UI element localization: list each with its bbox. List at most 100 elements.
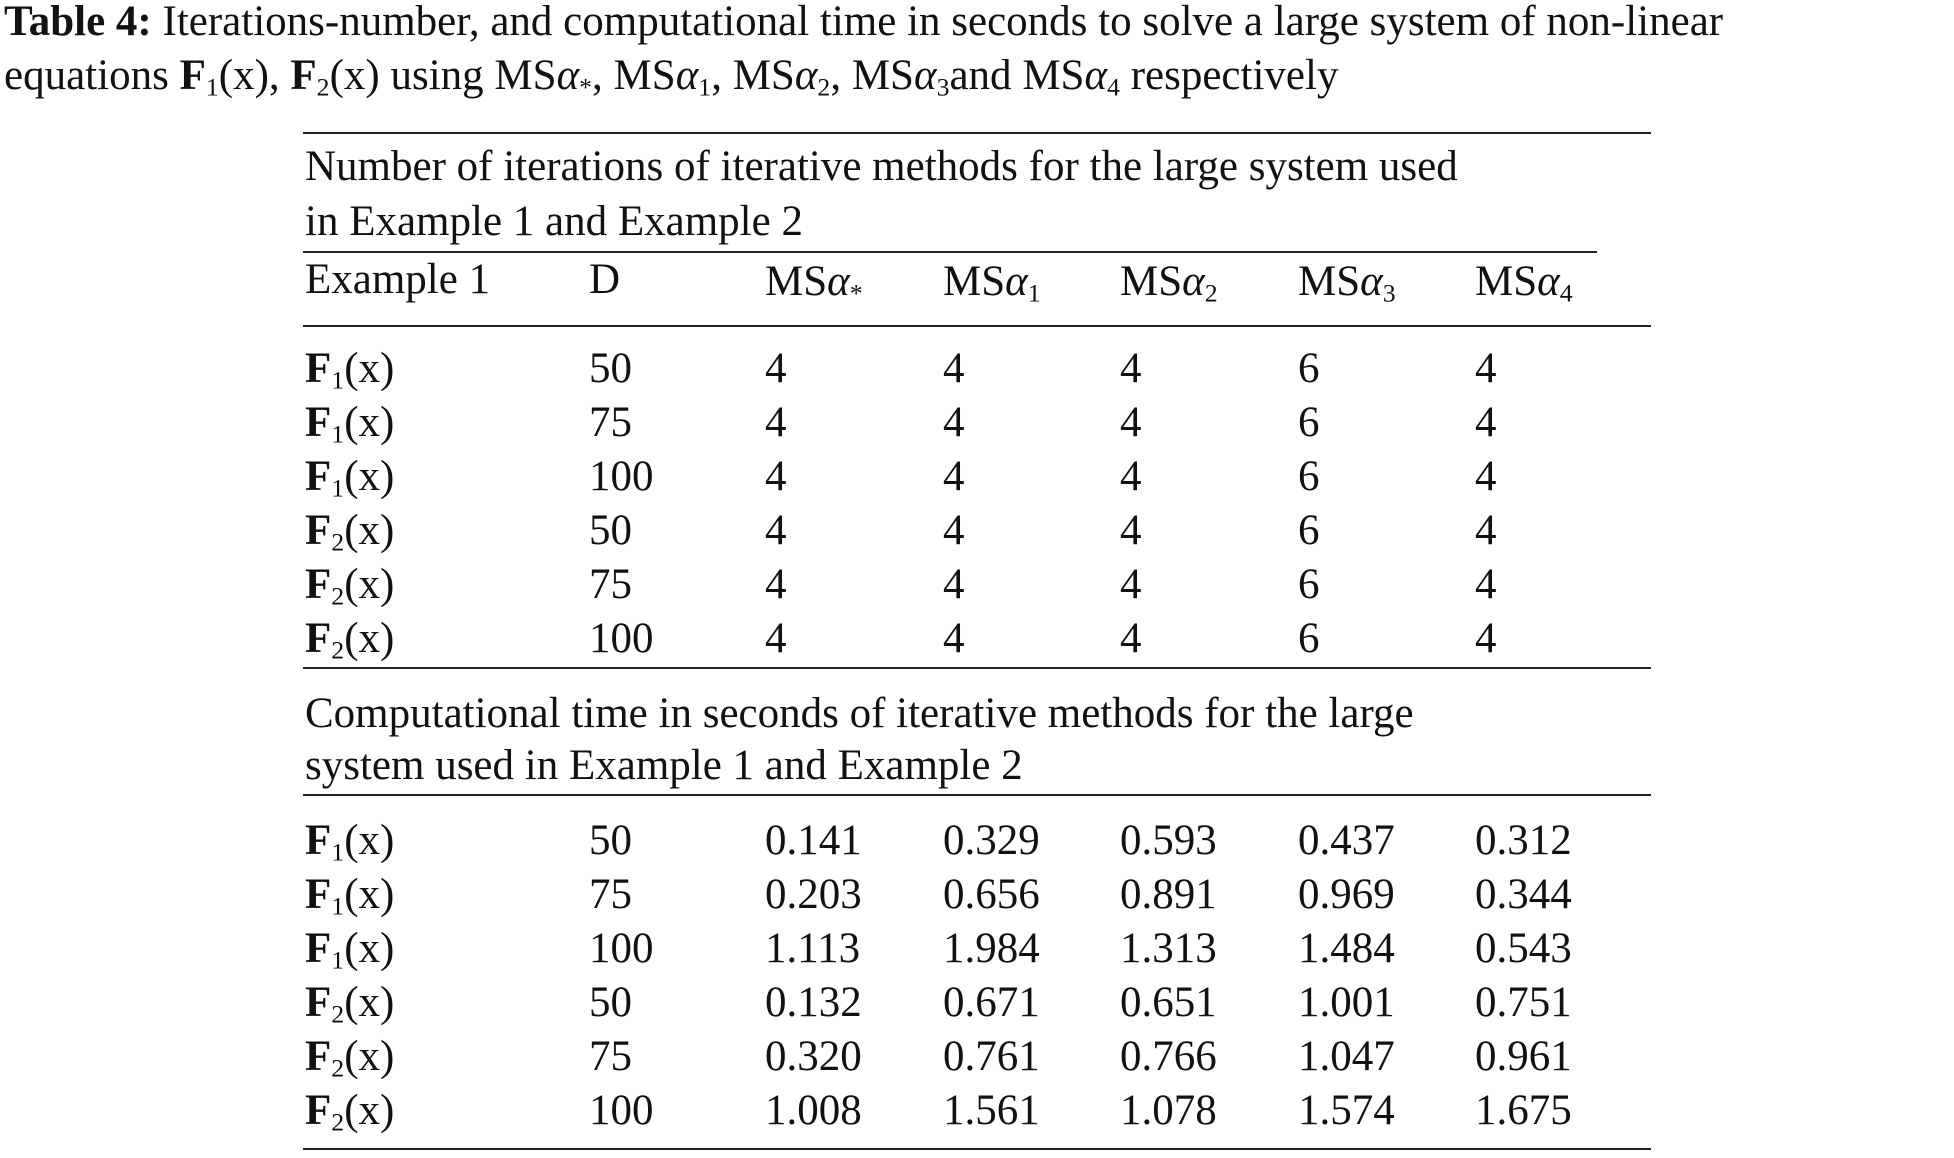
subscript: 2 — [316, 72, 330, 102]
subscript: 1 — [331, 473, 345, 503]
table-cell: 6 — [1298, 507, 1320, 554]
table-cell: 4 — [1475, 507, 1497, 554]
table-cell: 0.761 — [943, 1033, 1040, 1080]
alpha-symbol: α — [1005, 258, 1028, 305]
function-name: F — [305, 1087, 332, 1134]
table-cell: F2(x) — [305, 977, 394, 1029]
method-base: MS — [1120, 258, 1183, 305]
table-cell: F1(x) — [305, 869, 394, 921]
subscript: 4 — [1559, 278, 1573, 308]
method-label: MSα1 — [614, 52, 712, 102]
alpha-symbol: α — [827, 258, 850, 305]
function-name: F — [305, 1033, 332, 1080]
method-base: MS — [1022, 52, 1085, 99]
table-cell: 50 — [589, 817, 632, 864]
subscript: 1 — [331, 945, 345, 975]
function-name: F — [305, 817, 332, 864]
table-cell: 4 — [943, 345, 965, 392]
table-rule — [303, 794, 1651, 796]
table-rule — [303, 1148, 1651, 1150]
table-cell: 4 — [943, 507, 965, 554]
table-cell: 4 — [1475, 453, 1497, 500]
method-label: MSα3 — [852, 52, 950, 102]
method-label: MSα1 — [943, 258, 1041, 306]
function-arg: (x) — [344, 399, 395, 446]
table-rule — [303, 251, 1597, 253]
caption-prefix: equations — [4, 52, 180, 99]
table-cell: 1.113 — [765, 925, 861, 972]
table-cell: 4 — [1120, 453, 1142, 500]
subscript: 2 — [331, 527, 345, 557]
function-name: F — [305, 345, 332, 392]
function-label: F2(x) — [305, 615, 395, 665]
function-arg: (x) — [344, 871, 395, 918]
function-label: F1(x) — [305, 817, 395, 867]
table-rule — [303, 132, 1651, 134]
alpha-symbol: α — [675, 52, 699, 99]
function-arg: (x) — [344, 615, 395, 662]
table-cell: 0.961 — [1475, 1033, 1572, 1080]
table-cell: 1.675 — [1475, 1087, 1572, 1134]
table-cell: F2(x) — [305, 559, 394, 611]
alpha-symbol: α — [794, 52, 818, 99]
subscript: 2 — [1204, 278, 1218, 308]
subscript: * — [579, 72, 593, 102]
table-cell: 100 — [589, 1087, 654, 1134]
method-label: MSα4 — [1022, 52, 1120, 100]
method-base: MS — [943, 258, 1006, 305]
table-rule — [303, 325, 1651, 327]
table-cell: 75 — [589, 399, 632, 446]
table-cell: 6 — [1298, 561, 1320, 608]
function-label: F2(x) — [290, 52, 379, 102]
method-label: MSα2 — [1120, 258, 1218, 308]
subscript: 3 — [936, 72, 950, 102]
alpha-symbol: α — [556, 52, 580, 99]
method-label: MSα2 — [733, 52, 831, 100]
table-cell: F1(x) — [305, 343, 394, 395]
subscript: 2 — [331, 1107, 345, 1137]
table-cell: MSα* — [765, 256, 863, 308]
subscript: 1 — [698, 72, 712, 102]
table-cell: 0.132 — [765, 979, 862, 1026]
function-label: F2(x) — [305, 1087, 394, 1137]
table-cell: 100 — [589, 615, 654, 662]
table-cell: 50 — [589, 345, 632, 392]
table-cell: 4 — [1475, 399, 1497, 446]
function-name: F — [305, 507, 332, 554]
function-name: F — [305, 871, 332, 918]
subscript: 2 — [331, 635, 345, 665]
table-cell: 0.344 — [1475, 871, 1572, 918]
subscript: 1 — [331, 365, 345, 395]
table-cell: F2(x) — [305, 1031, 394, 1083]
table-cell: 1.047 — [1298, 1033, 1395, 1080]
alpha-symbol: α — [1360, 258, 1383, 305]
table-cell: 4 — [943, 615, 965, 662]
section-title: in Example 1 and Example 2 — [305, 198, 803, 245]
caption-text: Iterations-number, and computational tim… — [162, 0, 1724, 45]
table-cell: MSα2 — [1120, 256, 1218, 308]
table-caption-line1: Table 4: Iterations-number, and computat… — [4, 0, 1723, 48]
table-cell: 0.766 — [1120, 1033, 1217, 1080]
table-cell: 1.078 — [1120, 1087, 1217, 1134]
table-cell: Example 1 — [305, 256, 491, 303]
table-cell: 1.484 — [1298, 925, 1395, 972]
function-arg: (x) — [344, 507, 395, 554]
table-rule — [303, 667, 1651, 669]
function-arg: (x) — [344, 925, 395, 972]
function-label: F1(x) — [305, 399, 395, 449]
table-cell: 4 — [765, 561, 787, 608]
section-title: Number of iterations of iterative method… — [305, 143, 1458, 190]
function-label: F2(x) — [305, 979, 394, 1027]
subscript: 1 — [331, 419, 345, 449]
function-label: F1(x) — [180, 52, 269, 102]
table-cell: F2(x) — [305, 505, 394, 557]
subscript: * — [849, 278, 863, 308]
table-cell: 4 — [1120, 399, 1142, 446]
function-arg: (x) — [344, 817, 395, 864]
subscript: 1 — [331, 837, 345, 867]
subscript: 1 — [205, 72, 219, 102]
function-label: F2(x) — [305, 561, 394, 609]
method-label: MSα4 — [1475, 258, 1573, 308]
table-cell: 4 — [765, 453, 787, 500]
function-label: F2(x) — [305, 1033, 394, 1081]
